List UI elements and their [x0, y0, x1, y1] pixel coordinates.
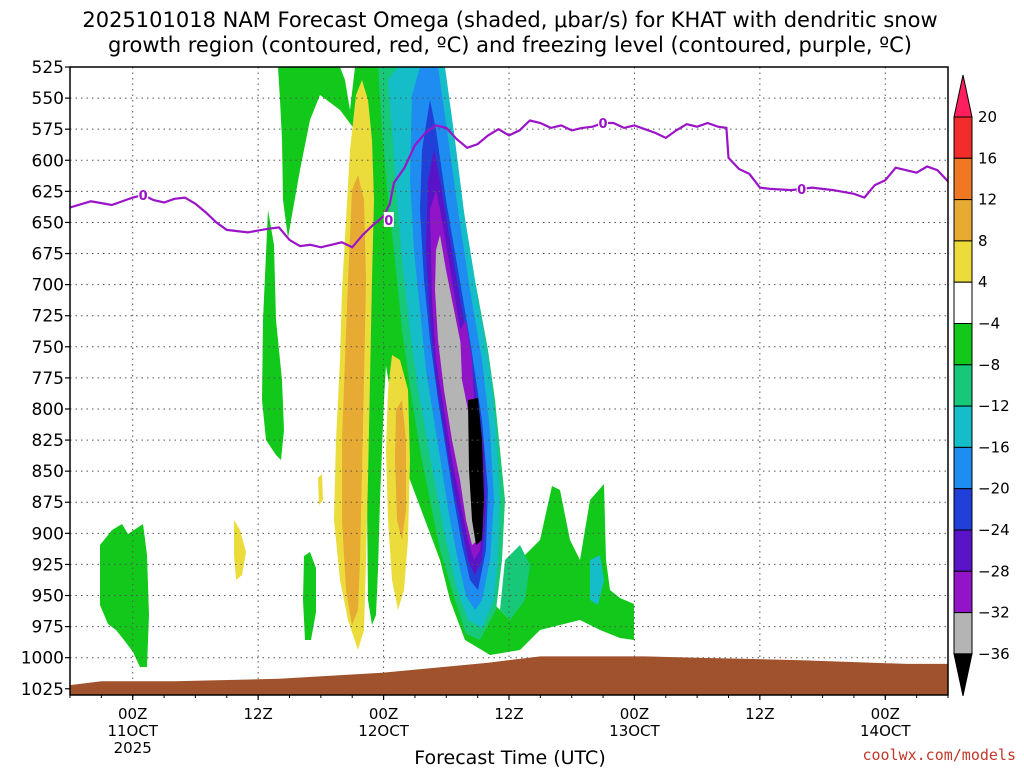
freezing-level-line [70, 119, 948, 249]
y-tick-label: 550 [32, 89, 64, 109]
colorbar-label: −4 [978, 315, 1000, 333]
colorbar-segment [953, 529, 973, 572]
y-tick-label: 675 [32, 245, 64, 265]
colorbar-segment [953, 116, 973, 159]
x-tick-label: 14OCT [860, 722, 911, 740]
omega-region-green-east-extra [500, 545, 530, 620]
x-tick-label: 12OCT [358, 722, 409, 740]
y-tick-label: 750 [32, 338, 64, 358]
colorbar-segment [953, 323, 973, 366]
x-tick-label: 00Z [871, 705, 900, 723]
colorbar-segment [953, 157, 973, 201]
grid [70, 67, 948, 695]
colorbar-label: 4 [978, 273, 988, 291]
colorbar-top-arrow [953, 74, 973, 118]
colorbar-label: 16 [978, 149, 997, 167]
y-tick-label: 900 [32, 524, 64, 544]
x-tick-label: 2025 [114, 739, 152, 757]
chart-title-line1: 2025101018 NAM Forecast Omega (shaded, μ… [82, 8, 937, 32]
colorbar-segment [953, 405, 973, 448]
colorbar-segment [953, 364, 973, 407]
x-tick-label: 12Z [745, 705, 774, 723]
colorbar-label: −28 [978, 562, 1010, 580]
y-tick-label: 600 [32, 151, 64, 171]
colorbar-label: −8 [978, 356, 1000, 374]
y-tick-label: 975 [32, 618, 64, 638]
freezing-label-bg [138, 187, 149, 203]
colorbar-segment [953, 199, 973, 242]
omega-region-green-small [303, 552, 316, 640]
y-axis-labels: 525 550 575 600 625 650 675 700 725 750 775 800 825 8… [21, 58, 70, 700]
colorbar-segment [953, 281, 973, 325]
y-tick-label: 700 [32, 276, 64, 296]
colorbar-label: −24 [978, 521, 1010, 539]
omega-region-green-west [100, 524, 149, 667]
x-tick-label: 12Z [243, 705, 272, 723]
freezing-level-label: 0 [797, 183, 806, 198]
x-tick-label: 11OCT [107, 722, 158, 740]
y-tick-label: 775 [32, 369, 64, 389]
omega-region-yellow-small [234, 520, 246, 580]
omega-region-green-central [262, 210, 284, 460]
y-tick-label: 875 [32, 493, 64, 513]
y-tick-label: 575 [32, 120, 64, 140]
omega-region-purple-inner [460, 320, 474, 410]
y-tick-label: 800 [32, 400, 64, 420]
colorbar-label: −16 [978, 438, 1010, 456]
omega-shading [100, 67, 634, 667]
colorbar-label: 12 [978, 191, 997, 209]
freezing-label-bg [796, 180, 807, 196]
colorbar-label: −36 [978, 645, 1010, 663]
x-tick-label: 12Z [494, 705, 523, 723]
y-tick-label: 950 [32, 587, 64, 607]
colorbar-segment [953, 612, 973, 655]
y-tick-label: 650 [32, 213, 64, 233]
freezing-level-label: 0 [384, 214, 393, 229]
terrain [70, 656, 948, 695]
colorbar-label: −12 [978, 397, 1010, 415]
y-tick-label: 725 [32, 307, 64, 327]
colorbar-bottom-arrow [953, 653, 973, 697]
colorbar-label: −32 [978, 604, 1010, 622]
omega-region-orange-right [395, 400, 406, 540]
colorbar-segment [953, 570, 973, 614]
y-tick-label: 1000 [21, 649, 64, 669]
colorbar-segment [953, 488, 973, 531]
colorbar-label: −20 [978, 480, 1010, 498]
colorbar-label: 8 [978, 232, 988, 250]
omega-region-gray [435, 235, 480, 545]
x-tick-label: 00Z [118, 705, 147, 723]
x-axis-title: Forecast Time (UTC) [414, 747, 605, 768]
y-tick-label: 825 [32, 431, 64, 451]
colorbar: 20 16 12 8 4 −4 −8 −12 −16 −20 −24 −28 −32 −36 [953, 74, 1010, 697]
colorbar-segment [953, 446, 973, 490]
colorbar-segment [953, 240, 973, 283]
y-tick-label: 925 [32, 555, 64, 575]
colorbar-label: 20 [978, 108, 997, 126]
omega-region-orange [342, 175, 366, 625]
omega-region-green-col [367, 235, 388, 625]
freezing-label-bg [598, 114, 609, 130]
x-tick-label: 00Z [369, 705, 398, 723]
omega-region-yellow-dot [318, 474, 323, 505]
y-tick-label: 850 [32, 462, 64, 482]
x-tick-label: 00Z [620, 705, 649, 723]
omega-region-teal-east [590, 555, 604, 605]
omega-region-black [468, 398, 484, 545]
freezing-level-label: 0 [139, 189, 148, 204]
y-tick-label: 1025 [21, 680, 64, 700]
y-tick-label: 625 [32, 182, 64, 202]
freezing-level-label: 0 [599, 117, 608, 132]
y-tick-label: 525 [32, 58, 64, 78]
x-tick-label: 13OCT [609, 722, 660, 740]
credit-text: coolwx.com/models [862, 746, 1016, 764]
chart-title-line2: growth region (contoured, red, ºC) and f… [108, 33, 912, 57]
freezing-level-labels: 0 0 0 0 [138, 114, 807, 229]
freezing-label-bg [383, 211, 394, 227]
